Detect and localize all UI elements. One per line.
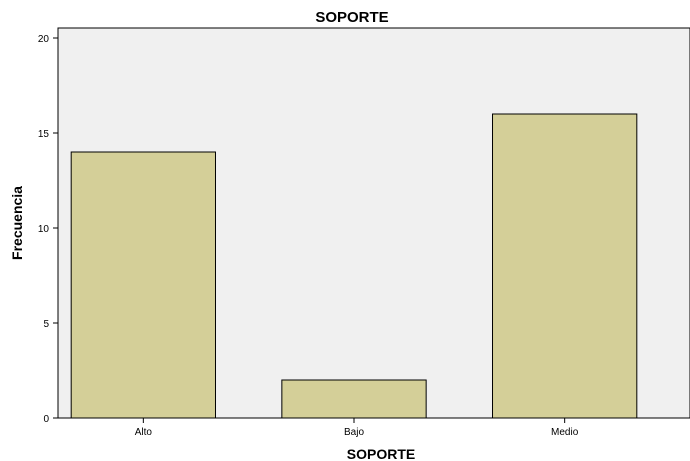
chart-title: SOPORTE [315,9,388,26]
y-tick-label: 5 [43,319,49,330]
x-tick-label: Medio [551,427,579,438]
y-tick-label: 10 [38,224,50,235]
y-tick-label: 20 [38,34,50,45]
y-tick-label: 15 [38,129,50,140]
x-tick-label: Alto [135,427,153,438]
bars [70,113,638,419]
bar-bajo [281,379,427,419]
y-tick-label: 0 [43,414,49,425]
bar-alto [70,151,216,419]
y-axis: 0 5 10 15 20 [38,34,58,425]
x-tick-label: Bajo [344,427,364,438]
bar-medio [492,113,638,419]
x-axis: Alto Bajo Medio [135,418,579,438]
y-axis-label: Frecuencia [9,186,25,260]
x-axis-label: SOPORTE [347,446,415,461]
